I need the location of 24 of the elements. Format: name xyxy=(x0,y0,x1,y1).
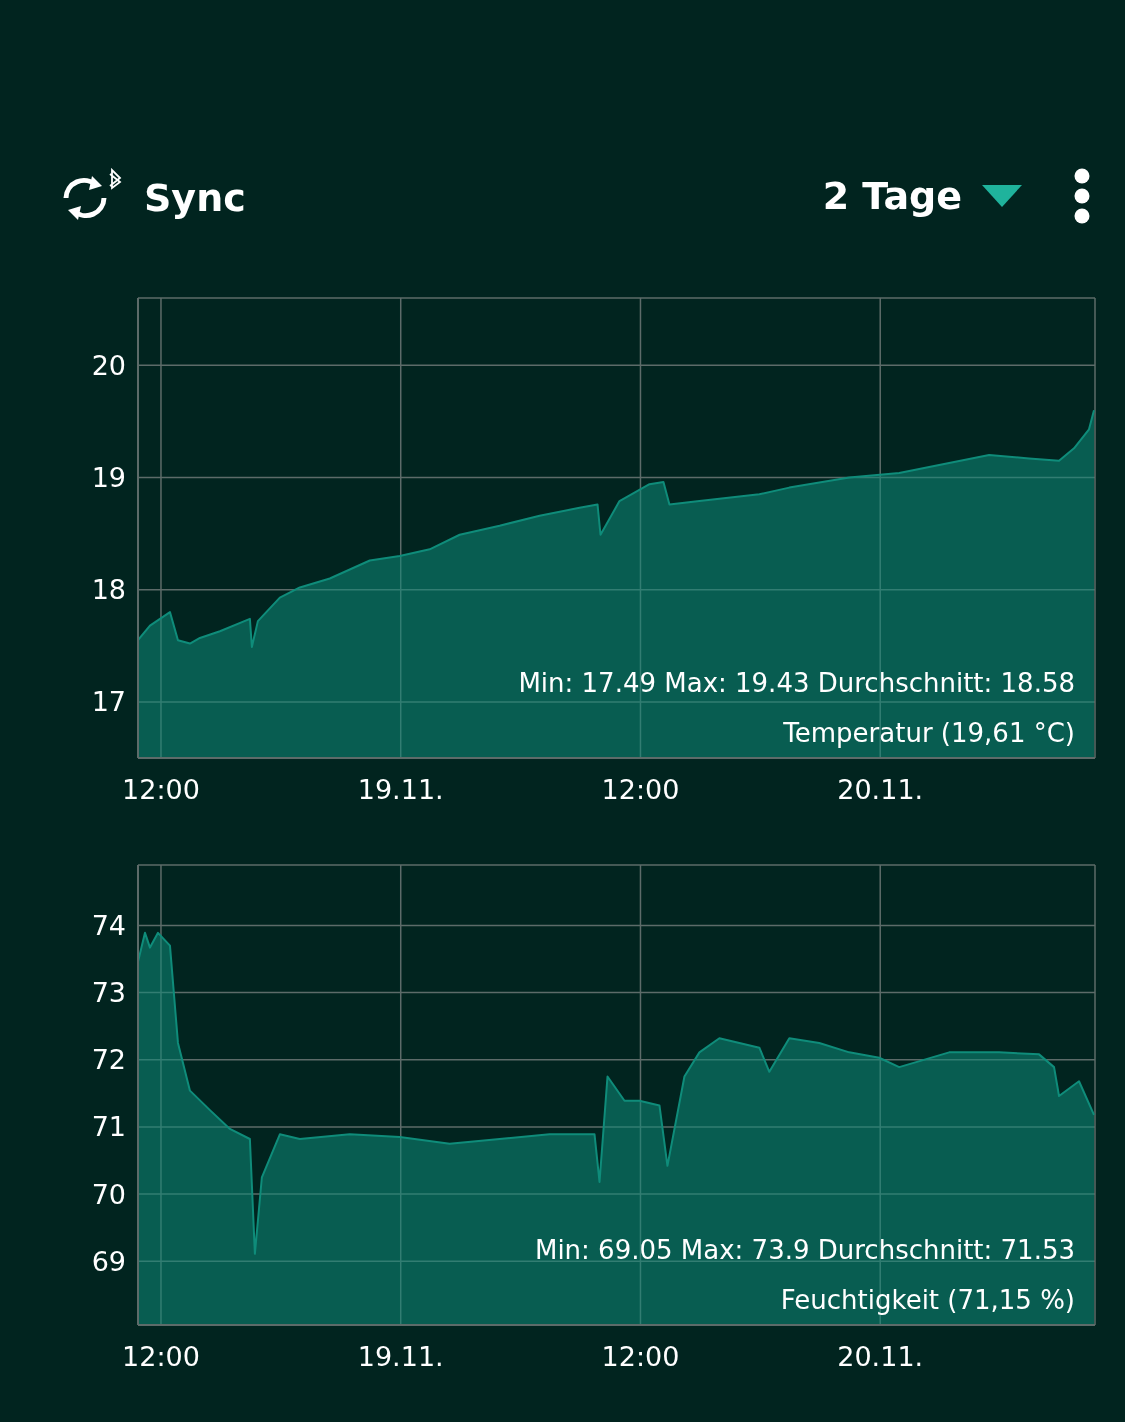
x-tick-label: 12:00 xyxy=(601,1341,680,1373)
x-tick-label: 19.11. xyxy=(357,1341,444,1373)
x-tick-label: 20.11. xyxy=(837,1341,924,1373)
y-tick-label: 70 xyxy=(91,1178,126,1210)
annotation: Temperatur (19,61 °C) xyxy=(782,717,1075,750)
y-tick-label: 17 xyxy=(91,686,126,718)
x-tick-label: 20.11. xyxy=(837,774,924,806)
y-tick-label: 20 xyxy=(91,349,126,381)
y-tick-label: 19 xyxy=(91,462,126,494)
y-tick-label: 69 xyxy=(91,1245,126,1277)
annotation: Min: 69.05 Max: 73.9 Durchschnitt: 71.53 xyxy=(534,1234,1075,1267)
y-tick-label: 18 xyxy=(91,574,126,606)
x-tick-label: 12:00 xyxy=(601,774,680,806)
y-tick-label: 72 xyxy=(91,1044,126,1076)
text: 2 Tage xyxy=(822,174,962,218)
x-tick-label: 12:00 xyxy=(122,774,200,806)
y-tick-label: 73 xyxy=(91,977,126,1009)
x-tick-label: 19.11. xyxy=(357,774,444,806)
x-tick-label: 12:00 xyxy=(122,1341,200,1373)
y-tick-label: 71 xyxy=(91,1111,126,1143)
annotation: Min: 17.49 Max: 19.43 Durchschnitt: 18.58 xyxy=(518,667,1075,700)
annotation: Feuchtigkeit (71,15 %) xyxy=(779,1284,1075,1317)
text: Sync xyxy=(144,176,246,220)
y-tick-label: 74 xyxy=(91,910,126,942)
